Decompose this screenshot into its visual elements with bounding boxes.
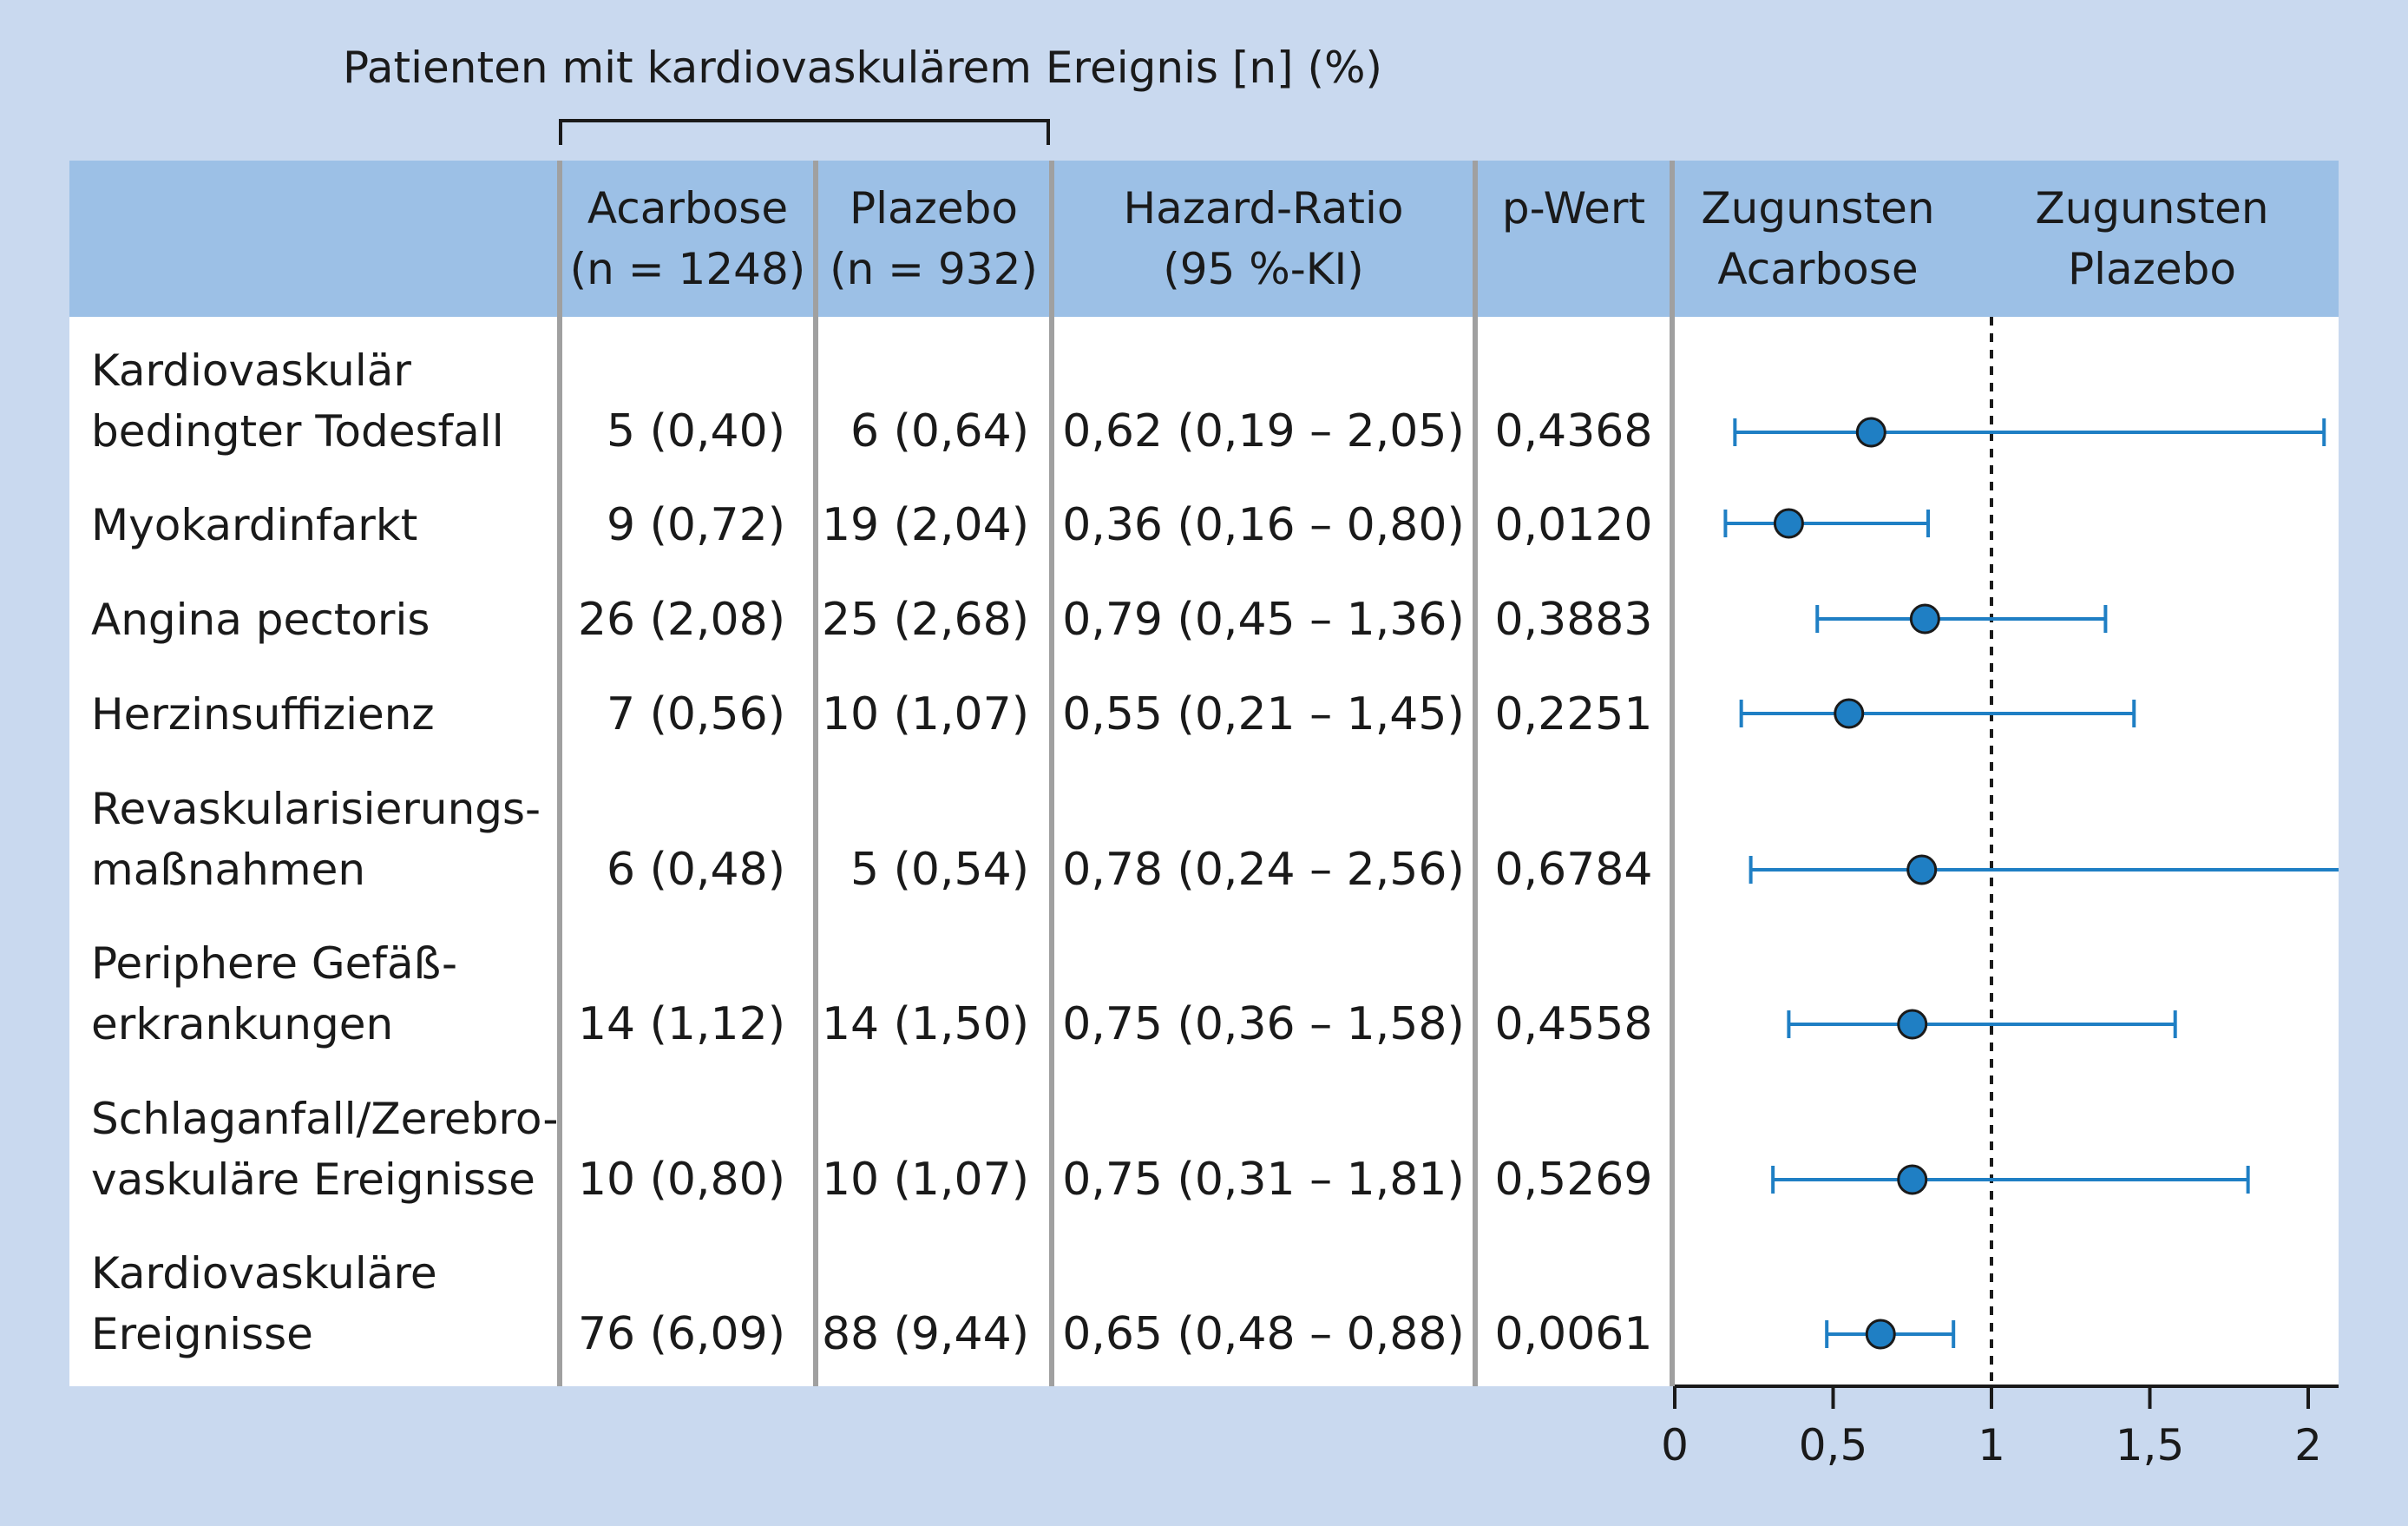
hazard-ratio-point: [1865, 1319, 1896, 1350]
row-label-line: Kardiovaskuläre: [91, 1248, 437, 1299]
header-acarbose-line1: Acarbose: [587, 183, 789, 234]
hazard-ratio-cell: 0,55 (0,21 – 1,45): [1062, 688, 1465, 740]
row-label: Herzinsuffizienz: [91, 684, 577, 745]
row-label: Myokardinfarkt: [91, 495, 577, 556]
plazebo-cell: 10 (1,07): [821, 688, 1029, 740]
header-plazebo-line1: Plazebo: [849, 183, 1019, 234]
header-plazebo: Plazebo (n = 932): [818, 161, 1049, 317]
hazard-ratio-cell: 0,36 (0,16 – 0,80): [1062, 499, 1465, 551]
header-hazard-ratio: Hazard-Ratio (95 %-KI): [1054, 161, 1473, 317]
p-value-cell: 0,0061: [1494, 1308, 1653, 1360]
header-favours-acarbose-line2: Acarbose: [1717, 244, 1919, 294]
p-value-cell: 0,6784: [1494, 844, 1653, 896]
header-hazard-ratio-line1: Hazard-Ratio: [1123, 183, 1404, 234]
acarbose-cell: 5 (0,40): [607, 405, 785, 457]
hazard-ratio-point: [1897, 1164, 1928, 1195]
row-label-line: Kardiovaskulär: [91, 345, 411, 396]
p-value-cell: 0,3883: [1494, 594, 1653, 646]
p-value-cell: 0,4558: [1494, 998, 1653, 1050]
plazebo-cell: 14 (1,50): [821, 998, 1029, 1050]
x-axis-tick-label: 0: [1661, 1420, 1689, 1470]
row-label-line: Periphere Gefäß-: [91, 938, 458, 989]
header-acarbose-line2: (n = 1248): [569, 244, 806, 294]
row-label-line: erkrankungen: [91, 999, 394, 1049]
acarbose-cell: 10 (0,80): [577, 1154, 785, 1206]
hazard-ratio-cell: 0,62 (0,19 – 2,05): [1062, 405, 1465, 457]
column-divider: [1049, 161, 1054, 1386]
plazebo-cell: 5 (0,54): [850, 844, 1029, 896]
hazard-ratio-point: [1909, 603, 1940, 635]
row-label-line: Angina pectoris: [91, 595, 430, 645]
p-value-cell: 0,5269: [1494, 1154, 1653, 1206]
hazard-ratio-point: [1897, 1009, 1928, 1040]
header-favours-acarbose: Zugunsten Acarbose: [1675, 161, 1961, 317]
plazebo-cell: 10 (1,07): [821, 1154, 1029, 1206]
column-divider: [813, 161, 818, 1386]
plazebo-cell: 6 (0,64): [850, 405, 1029, 457]
row-label-line: Herzinsuffizienz: [91, 689, 435, 740]
hazard-ratio-cell: 0,65 (0,48 – 0,88): [1062, 1308, 1465, 1360]
group-bracket: [559, 119, 1050, 145]
row-label-line: Ereignisse: [91, 1309, 313, 1359]
plazebo-cell: 19 (2,04): [821, 499, 1029, 551]
column-divider: [557, 161, 562, 1386]
acarbose-cell: 6 (0,48): [607, 844, 785, 896]
header-hazard-ratio-line2: (95 %-KI): [1163, 244, 1364, 294]
header-band: [69, 161, 2339, 317]
acarbose-cell: 26 (2,08): [577, 594, 785, 646]
x-axis-tick-label: 1,5: [2116, 1420, 2185, 1470]
hazard-ratio-cell: 0,75 (0,36 – 1,58): [1062, 998, 1465, 1050]
header-p-value: p-Wert: [1478, 161, 1670, 317]
header-favours-plazebo-line1: Zugunsten: [2035, 183, 2269, 234]
x-axis-tick-label: 1: [1978, 1420, 2005, 1470]
row-label-line: maßnahmen: [91, 845, 366, 895]
p-value-cell: 0,2251: [1494, 688, 1653, 740]
acarbose-cell: 9 (0,72): [607, 499, 785, 551]
table-body: [69, 317, 2339, 1386]
header-favours-acarbose-line1: Zugunsten: [1701, 183, 1935, 234]
hazard-ratio-cell: 0,75 (0,31 – 1,81): [1062, 1154, 1465, 1206]
header-favours-plazebo: Zugunsten Plazebo: [1996, 161, 2308, 317]
row-label: Angina pectoris: [91, 589, 577, 650]
group-title: Patienten mit kardiovaskulärem Ereignis …: [343, 43, 1382, 93]
plazebo-cell: 88 (9,44): [821, 1308, 1029, 1360]
row-label: Periphere Gefäß- erkrankungen: [91, 933, 577, 1055]
p-value-cell: 0,0120: [1494, 499, 1653, 551]
row-label-line: vaskuläre Ereignisse: [91, 1154, 535, 1205]
hazard-ratio-point: [1834, 698, 1865, 729]
acarbose-cell: 14 (1,12): [577, 998, 785, 1050]
header-plazebo-line2: (n = 932): [830, 244, 1038, 294]
row-label: Schlaganfall/Zerebro- vaskuläre Ereignis…: [91, 1089, 577, 1210]
header-p-value-line1: p-Wert: [1501, 183, 1646, 234]
column-divider: [1670, 161, 1675, 1386]
row-label-line: Schlaganfall/Zerebro-: [91, 1094, 559, 1144]
row-label: Kardiovaskulär bedingter Todesfall: [91, 340, 577, 462]
header-acarbose: Acarbose (n = 1248): [562, 161, 813, 317]
hazard-ratio-cell: 0,79 (0,45 – 1,36): [1062, 594, 1465, 646]
hazard-ratio-cell: 0,78 (0,24 – 2,56): [1062, 844, 1465, 896]
column-divider: [1473, 161, 1478, 1386]
p-value-cell: 0,4368: [1494, 405, 1653, 457]
acarbose-cell: 7 (0,56): [607, 688, 785, 740]
row-label-line: Revaskularisierungs-: [91, 784, 541, 834]
x-axis-tick-label: 2: [2294, 1420, 2322, 1470]
x-axis-tick-label: 0,5: [1799, 1420, 1868, 1470]
hazard-ratio-point: [1855, 417, 1886, 448]
row-label: Revaskularisierungs- maßnahmen: [91, 779, 577, 900]
header-favours-plazebo-line2: Plazebo: [2067, 244, 2237, 294]
acarbose-cell: 76 (6,09): [577, 1308, 785, 1360]
plazebo-cell: 25 (2,68): [821, 594, 1029, 646]
row-label-line: Myokardinfarkt: [91, 500, 418, 550]
hazard-ratio-point: [1773, 508, 1804, 539]
row-label-line: bedingter Todesfall: [91, 406, 504, 457]
row-label: Kardiovaskuläre Ereignisse: [91, 1243, 577, 1365]
hazard-ratio-point: [1906, 854, 1938, 885]
